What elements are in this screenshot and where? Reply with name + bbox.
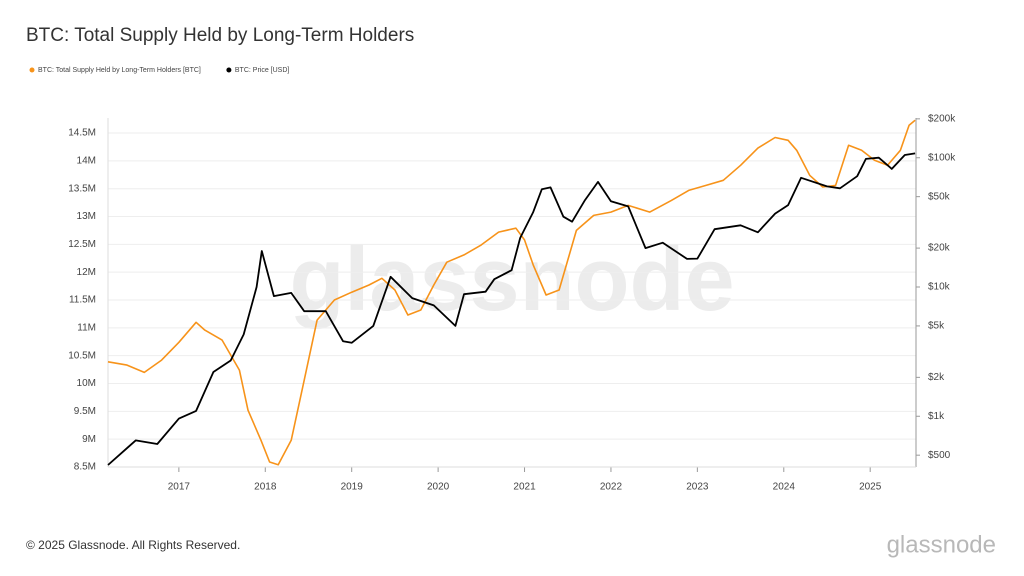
y-tick-label: 10.5M xyxy=(68,350,96,361)
y2-tick-label: $20k xyxy=(928,243,951,254)
x-tick-label: 2021 xyxy=(513,482,536,493)
series-line xyxy=(107,152,916,466)
watermark: glassnode xyxy=(289,230,734,330)
x-tick-label: 2024 xyxy=(773,482,796,493)
y-tick-label: 9M xyxy=(82,434,96,445)
y-tick-label: 13.5M xyxy=(68,183,96,194)
y2-tick-label: $200k xyxy=(928,113,956,124)
y-tick-label: 8.5M xyxy=(74,462,96,473)
y-tick-label: 11.5M xyxy=(69,295,96,306)
y-tick-label: 12M xyxy=(77,267,96,278)
y-tick-label: 11M xyxy=(77,322,96,333)
y-tick-label: 14M xyxy=(77,156,96,167)
footer: © 2025 Glassnode. All Rights Reserved. xyxy=(26,538,240,552)
legend-marker xyxy=(226,67,232,73)
brand-logo: glassnode xyxy=(887,531,996,558)
legend-label: BTC: Price [USD] xyxy=(235,67,290,74)
legend-marker xyxy=(29,67,35,73)
y-tick-label: 10M xyxy=(77,378,96,389)
y2-tick-label: $10k xyxy=(928,282,951,293)
y2-tick-label: $5k xyxy=(928,321,945,332)
x-tick-label: 2017 xyxy=(168,482,191,493)
y2-tick-label: $50k xyxy=(928,191,951,202)
legend-label: BTC: Total Supply Held by Long-Term Hold… xyxy=(38,67,201,74)
y-tick-label: 12.5M xyxy=(68,239,96,250)
y2-tick-label: $2k xyxy=(928,372,945,383)
x-tick-label: 2020 xyxy=(427,482,450,493)
series-line xyxy=(107,119,916,466)
y-tick-label: 13M xyxy=(77,211,96,222)
x-tick-label: 2018 xyxy=(254,482,277,493)
x-tick-label: 2019 xyxy=(341,482,364,493)
x-tick-label: 2022 xyxy=(600,482,623,493)
x-tick-label: 2025 xyxy=(859,482,882,493)
x-tick-label: 2023 xyxy=(686,482,709,493)
y-tick-label: 14.5M xyxy=(68,128,96,139)
y2-tick-label: $500 xyxy=(928,450,951,461)
y2-tick-label: $1k xyxy=(928,411,945,422)
y2-tick-label: $100k xyxy=(928,152,956,163)
chart-title: BTC: Total Supply Held by Long-Term Hold… xyxy=(26,25,414,46)
y-tick-label: 9.5M xyxy=(74,406,96,417)
